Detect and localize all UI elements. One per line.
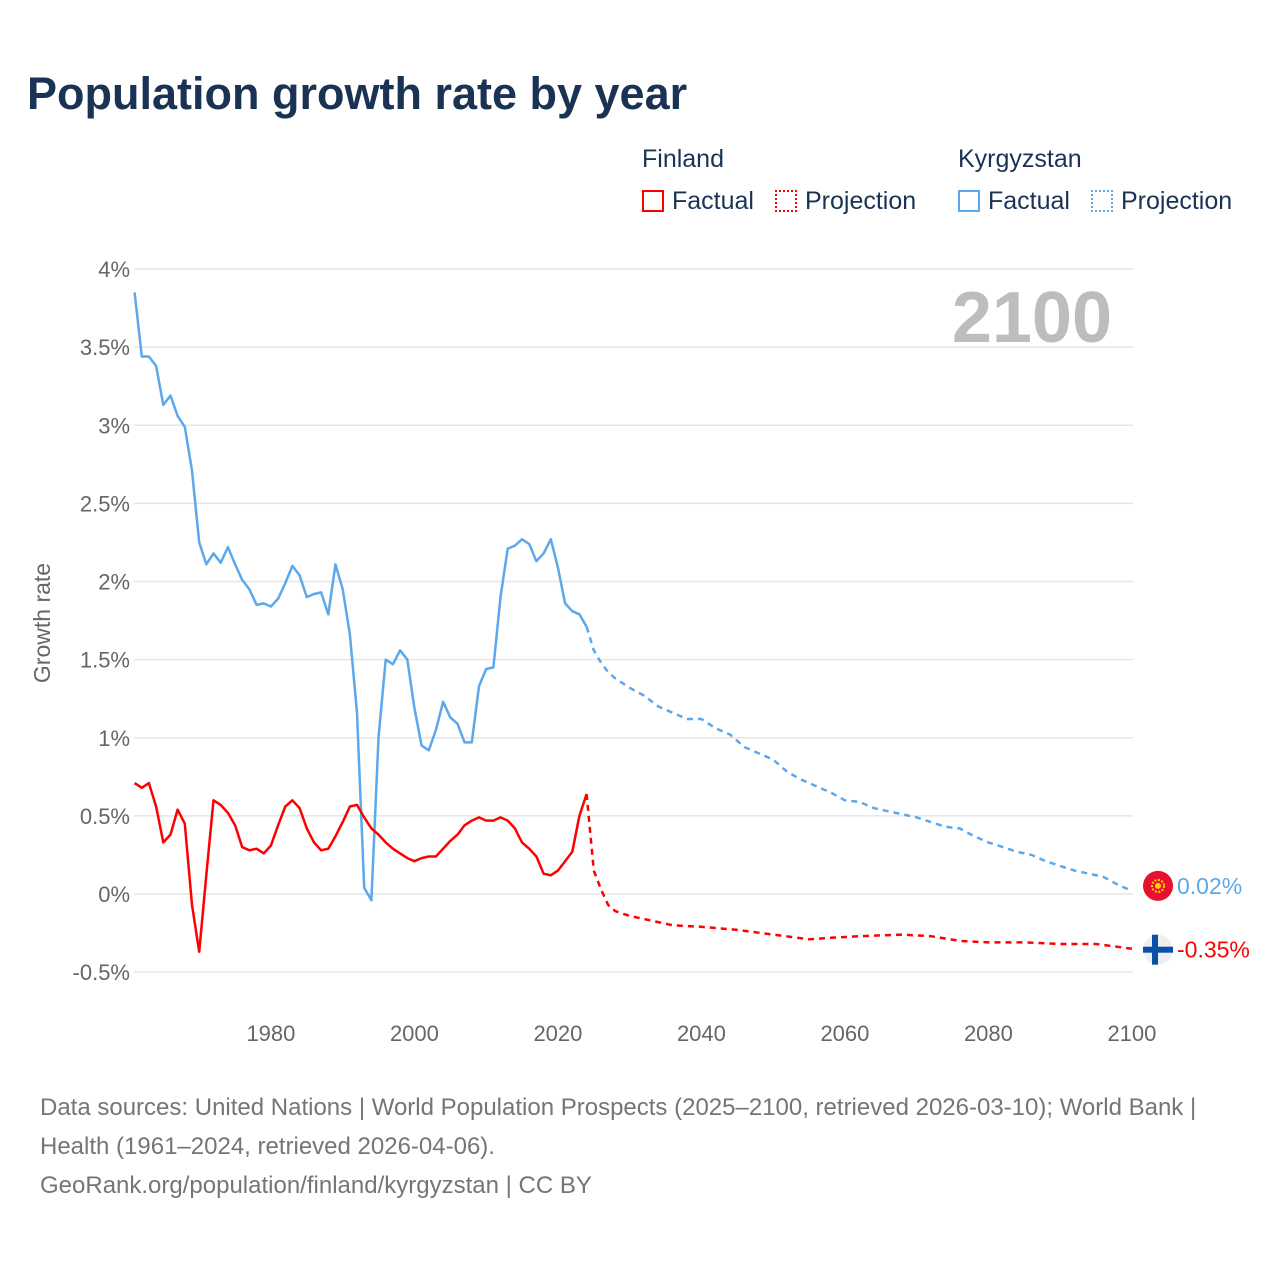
y-tick-label: 0.5% <box>80 804 130 829</box>
finland-flag-icon <box>1143 934 1173 965</box>
legend-label: Projection <box>1121 187 1233 215</box>
legend-swatch-solid <box>642 190 664 212</box>
legend-kyrgyzstan-projection[interactable]: Projection <box>1091 187 1232 216</box>
legend-swatch-solid <box>958 190 980 212</box>
y-axis-label: Growth rate <box>29 563 55 683</box>
y-tick-label: 3% <box>98 413 130 438</box>
x-tick-label: 2020 <box>533 1021 582 1046</box>
x-tick-label: 2060 <box>820 1021 869 1046</box>
y-tick-label: 1% <box>98 726 130 751</box>
legend-label: Factual <box>672 187 754 215</box>
x-tick-label: 2000 <box>390 1021 439 1046</box>
x-tick-label: 1980 <box>246 1021 295 1046</box>
x-tick-label: 2100 <box>1107 1021 1156 1046</box>
y-tick-label: 1.5% <box>80 648 130 673</box>
kyrgyzstan-end-value: 0.02% <box>1177 873 1242 899</box>
line-chart: 4% 3.5% 3% 2.5% 2% 1.5% 1% 0.5% 0% -0.5% 1980 2000 2… <box>29 257 1250 1046</box>
y-tick-label: 2% <box>98 570 130 595</box>
legend-swatch-dotted <box>775 190 797 212</box>
legend-finland-factual[interactable]: Factual <box>642 187 754 216</box>
data-sources: Data sources: United Nations | World Pop… <box>40 1094 1197 1160</box>
y-tick-label: 3.5% <box>80 335 130 360</box>
legend-finland-projection[interactable]: Projection <box>775 187 916 216</box>
finland-end-value: -0.35% <box>1177 937 1250 963</box>
kyrgyzstan-factual-line <box>133 292 588 902</box>
year-indicator: 2100 <box>952 278 1112 358</box>
y-tick-label: 0% <box>98 882 130 907</box>
y-tick-label: -0.5% <box>73 960 130 985</box>
chart-title: Population growth rate by year <box>27 68 688 119</box>
kyrgyzstan-flag-icon <box>1143 870 1173 901</box>
y-tick-label: 2.5% <box>80 491 130 516</box>
legend-label: Projection <box>805 187 917 215</box>
footer: Data sources: United Nations | World Pop… <box>40 1088 1240 1205</box>
legend-label: Factual <box>988 187 1070 215</box>
x-tick-label: 2040 <box>677 1021 726 1046</box>
x-tick-label: 2080 <box>964 1021 1013 1046</box>
legend-group-kyrgyzstan: Kyrgyzstan <box>958 145 1082 173</box>
legend-kyrgyzstan-factual[interactable]: Factual <box>958 187 1070 216</box>
credit-link[interactable]: GeoRank.org/population/finland/kyrgyzsta… <box>40 1172 592 1199</box>
legend-group-finland: Finland <box>642 145 724 173</box>
legend-swatch-dotted <box>1091 190 1113 212</box>
kyrgyzstan-projection-line <box>585 626 1133 893</box>
finland-projection-line <box>585 793 1133 950</box>
finland-factual-line <box>133 781 588 954</box>
y-tick-label: 4% <box>98 257 130 282</box>
